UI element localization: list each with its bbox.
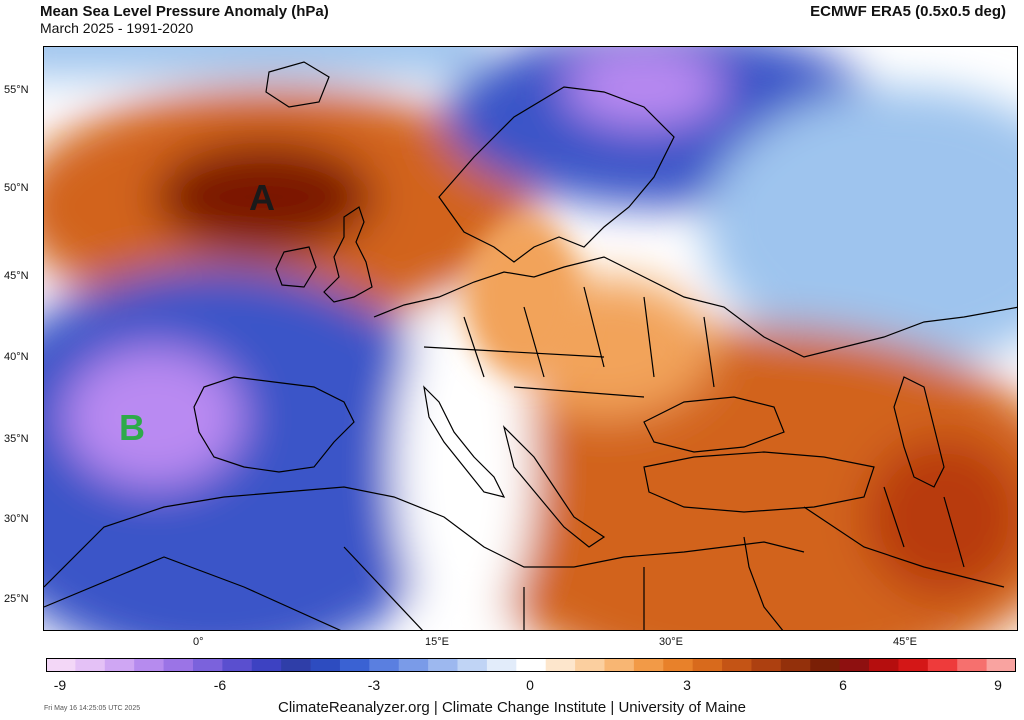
lat-label-45n: 45°N bbox=[4, 270, 29, 282]
levant-red-sea-coast bbox=[743, 536, 784, 630]
anomaly-map: A B bbox=[43, 46, 1018, 631]
lat-label-30n: 30°N bbox=[4, 513, 29, 525]
british-isles-coast bbox=[323, 206, 373, 303]
colorbar-tick-neg9: -9 bbox=[53, 677, 67, 693]
coastlines bbox=[44, 61, 1017, 630]
high-anomaly-core bbox=[154, 142, 374, 252]
colorbar-swatch bbox=[339, 658, 370, 672]
colorbar-swatch bbox=[163, 658, 194, 672]
colorbar-swatch bbox=[428, 658, 459, 672]
europe-coast bbox=[373, 256, 1017, 358]
colorbar-swatch bbox=[281, 658, 312, 672]
colorbar-swatch bbox=[663, 658, 694, 672]
colorbar-swatch bbox=[398, 658, 429, 672]
colorbar-tick-neg3: -3 bbox=[367, 677, 381, 693]
colorbar-swatch bbox=[46, 658, 76, 672]
lat-label-40n: 40°N bbox=[4, 351, 29, 363]
colorbar-tick-9: 9 bbox=[994, 677, 1002, 693]
colorbar-swatch bbox=[251, 658, 282, 672]
colorbar-swatch bbox=[986, 658, 1016, 672]
lat-label-35n: 35°N bbox=[4, 433, 29, 445]
data-source: ECMWF ERA5 (0.5x0.5 deg) bbox=[810, 3, 1006, 20]
lat-label-25n: 25°N bbox=[4, 593, 29, 605]
colorbar-swatch bbox=[222, 658, 253, 672]
anatolia-coast bbox=[643, 451, 875, 513]
high-anomaly-central-west bbox=[464, 217, 584, 377]
low-pressure-marker: B bbox=[119, 407, 145, 448]
black-sea-coast bbox=[643, 396, 785, 453]
low-anomaly-north-core bbox=[564, 47, 724, 127]
anomaly-field bbox=[44, 47, 1017, 630]
colorbar-swatch bbox=[134, 658, 165, 672]
colorbar-swatch bbox=[957, 658, 988, 672]
colorbar-swatch bbox=[927, 658, 958, 672]
colorbar-swatch bbox=[369, 658, 400, 672]
lat-label-55n: 55°N bbox=[4, 84, 29, 96]
colorbar-swatch bbox=[839, 658, 870, 672]
colorbar-swatch bbox=[192, 658, 223, 672]
colorbar-swatch bbox=[692, 658, 723, 672]
colorbar-swatch bbox=[604, 658, 635, 672]
colorbar-swatch bbox=[545, 658, 576, 672]
colorbar-swatch bbox=[898, 658, 929, 672]
colorbar-swatch bbox=[457, 658, 488, 672]
low-band-north bbox=[44, 47, 484, 77]
colorbar-swatch bbox=[486, 658, 517, 672]
lon-label-0: 0° bbox=[193, 636, 204, 648]
colorbar-swatch bbox=[75, 658, 106, 672]
anomaly-map-canvas: A B bbox=[44, 47, 1017, 630]
colorbar-swatch bbox=[575, 658, 605, 672]
iberia-coast bbox=[193, 376, 355, 473]
generation-timestamp: Fri May 16 14:25:05 UTC 2025 bbox=[44, 705, 141, 712]
low-anomaly-east bbox=[704, 87, 1017, 367]
lon-label-15e: 15°E bbox=[425, 636, 449, 648]
ireland-coast bbox=[275, 246, 317, 288]
lon-label-45e: 45°E bbox=[893, 636, 917, 648]
european-borders bbox=[423, 286, 715, 398]
colorbar-swatch bbox=[869, 658, 899, 672]
colorbar-swatch bbox=[310, 658, 341, 672]
colorbar-swatch bbox=[810, 658, 841, 672]
map-title: Mean Sea Level Pressure Anomaly (hPa) bbox=[40, 3, 329, 20]
north-africa-coast bbox=[44, 486, 805, 588]
footer-credit: ClimateReanalyzer.org | Climate Change I… bbox=[278, 699, 746, 716]
colorbar-swatch bbox=[633, 658, 664, 672]
scandinavia-coast bbox=[438, 86, 675, 263]
high-anomaly-southeast-core bbox=[864, 437, 1017, 597]
high-pressure-marker: A bbox=[249, 177, 275, 218]
colorbar-outline bbox=[46, 658, 1016, 672]
colorbar-swatch bbox=[722, 658, 752, 672]
neutral-corridor bbox=[394, 297, 534, 630]
italy-coast bbox=[423, 385, 506, 498]
iceland-coast bbox=[265, 61, 330, 108]
low-anomaly-core bbox=[64, 347, 244, 487]
middle-east-borders bbox=[803, 486, 1005, 588]
colorbar bbox=[46, 658, 1016, 672]
balkan-coast bbox=[502, 425, 606, 548]
colorbar-tick-0: 0 bbox=[526, 677, 534, 693]
caspian-coast bbox=[893, 376, 945, 488]
map-subtitle: March 2025 - 1991-2020 bbox=[40, 20, 194, 36]
colorbar-tick-6: 6 bbox=[839, 677, 847, 693]
lat-label-50n: 50°N bbox=[4, 182, 29, 194]
colorbar-swatch bbox=[104, 658, 135, 672]
saharan-borders bbox=[44, 546, 645, 630]
colorbar-swatch bbox=[780, 658, 811, 672]
lon-label-30e: 30°E bbox=[659, 636, 683, 648]
colorbar-swatch bbox=[516, 658, 547, 672]
colorbar-tick-neg6: -6 bbox=[213, 677, 227, 693]
colorbar-swatch bbox=[751, 658, 782, 672]
colorbar-tick-3: 3 bbox=[683, 677, 691, 693]
